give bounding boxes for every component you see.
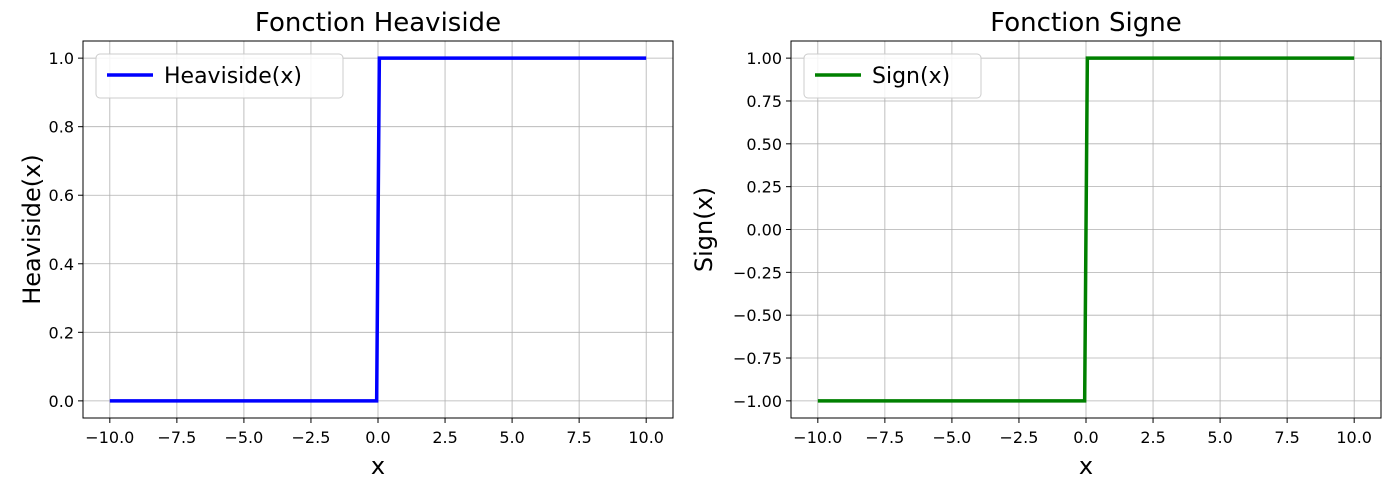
y-axis-label: Heaviside(x) xyxy=(18,154,46,305)
x-axis-label: x xyxy=(371,452,385,480)
x-tick-label: −7.5 xyxy=(157,428,196,447)
y-tick-label: 0.25 xyxy=(746,178,782,197)
y-tick-label: −1.00 xyxy=(733,392,782,411)
subplot-1: −10.0 −7.5 −5.0 −2.5 0.0 2.5 5.0 7.5 10.0 0.0 0.2 0… xyxy=(18,8,674,480)
y-tick-label: 0.50 xyxy=(746,135,782,154)
x-tick-label: 0.0 xyxy=(365,428,390,447)
x-tick-label: −5.0 xyxy=(224,428,263,447)
y-tick-label: 0.4 xyxy=(49,255,74,274)
series-line-1 xyxy=(109,56,647,403)
y-tick-label: −0.75 xyxy=(733,349,782,368)
y-tick-label: 1.0 xyxy=(49,49,74,68)
legend: Sign(x) xyxy=(803,53,982,99)
y-tick-label: 0.2 xyxy=(49,323,74,342)
y-axis-label: Sign(x) xyxy=(690,187,718,272)
subplot-2: −10.0 −7.5 −5.0 −2.5 0.0 2.5 5.0 7.5 10.0 −1.00 −0… xyxy=(690,8,1382,480)
y-tick-label: −0.50 xyxy=(733,306,782,325)
y-tick-label: 1.00 xyxy=(746,49,782,68)
chart-title: Fonction Heaviside xyxy=(255,8,501,38)
y-tick-label: 0.8 xyxy=(49,118,74,137)
x-tick-label: 10.0 xyxy=(628,428,664,447)
x-tick-label: 7.5 xyxy=(1274,428,1299,447)
x-tick-label: 2.5 xyxy=(432,428,457,447)
x-tick-label: 10.0 xyxy=(1336,428,1372,447)
y-tick-label: 0.00 xyxy=(746,221,782,240)
y-tick-label: 0.75 xyxy=(746,92,782,111)
x-tick-label: 2.5 xyxy=(1140,428,1165,447)
legend-box xyxy=(803,53,982,99)
chart-title: Fonction Signe xyxy=(990,8,1181,38)
legend-label: Sign(x) xyxy=(872,64,950,89)
x-tick-label: −10.0 xyxy=(85,428,134,447)
x-tick-label: 0.0 xyxy=(1073,428,1098,447)
legend-label: Heaviside(x) xyxy=(164,64,302,89)
y-tick-label: 0.0 xyxy=(49,392,74,411)
x-tick-label: −2.5 xyxy=(292,428,331,447)
y-tick-label: −0.25 xyxy=(733,263,782,282)
x-tick-label: −7.5 xyxy=(865,428,904,447)
x-axis-label: x xyxy=(1079,452,1093,480)
series-line-1 xyxy=(817,56,1355,403)
legend: Heaviside(x) xyxy=(95,53,344,99)
x-tick-label: −10.0 xyxy=(793,428,842,447)
x-tick-label: −2.5 xyxy=(1000,428,1039,447)
x-tick-label: −5.0 xyxy=(932,428,971,447)
x-tick-label: 7.5 xyxy=(566,428,591,447)
y-tick-label: 0.6 xyxy=(49,186,74,205)
x-tick-label: 5.0 xyxy=(499,428,524,447)
legend-box xyxy=(95,53,344,99)
x-tick-label: 5.0 xyxy=(1207,428,1232,447)
